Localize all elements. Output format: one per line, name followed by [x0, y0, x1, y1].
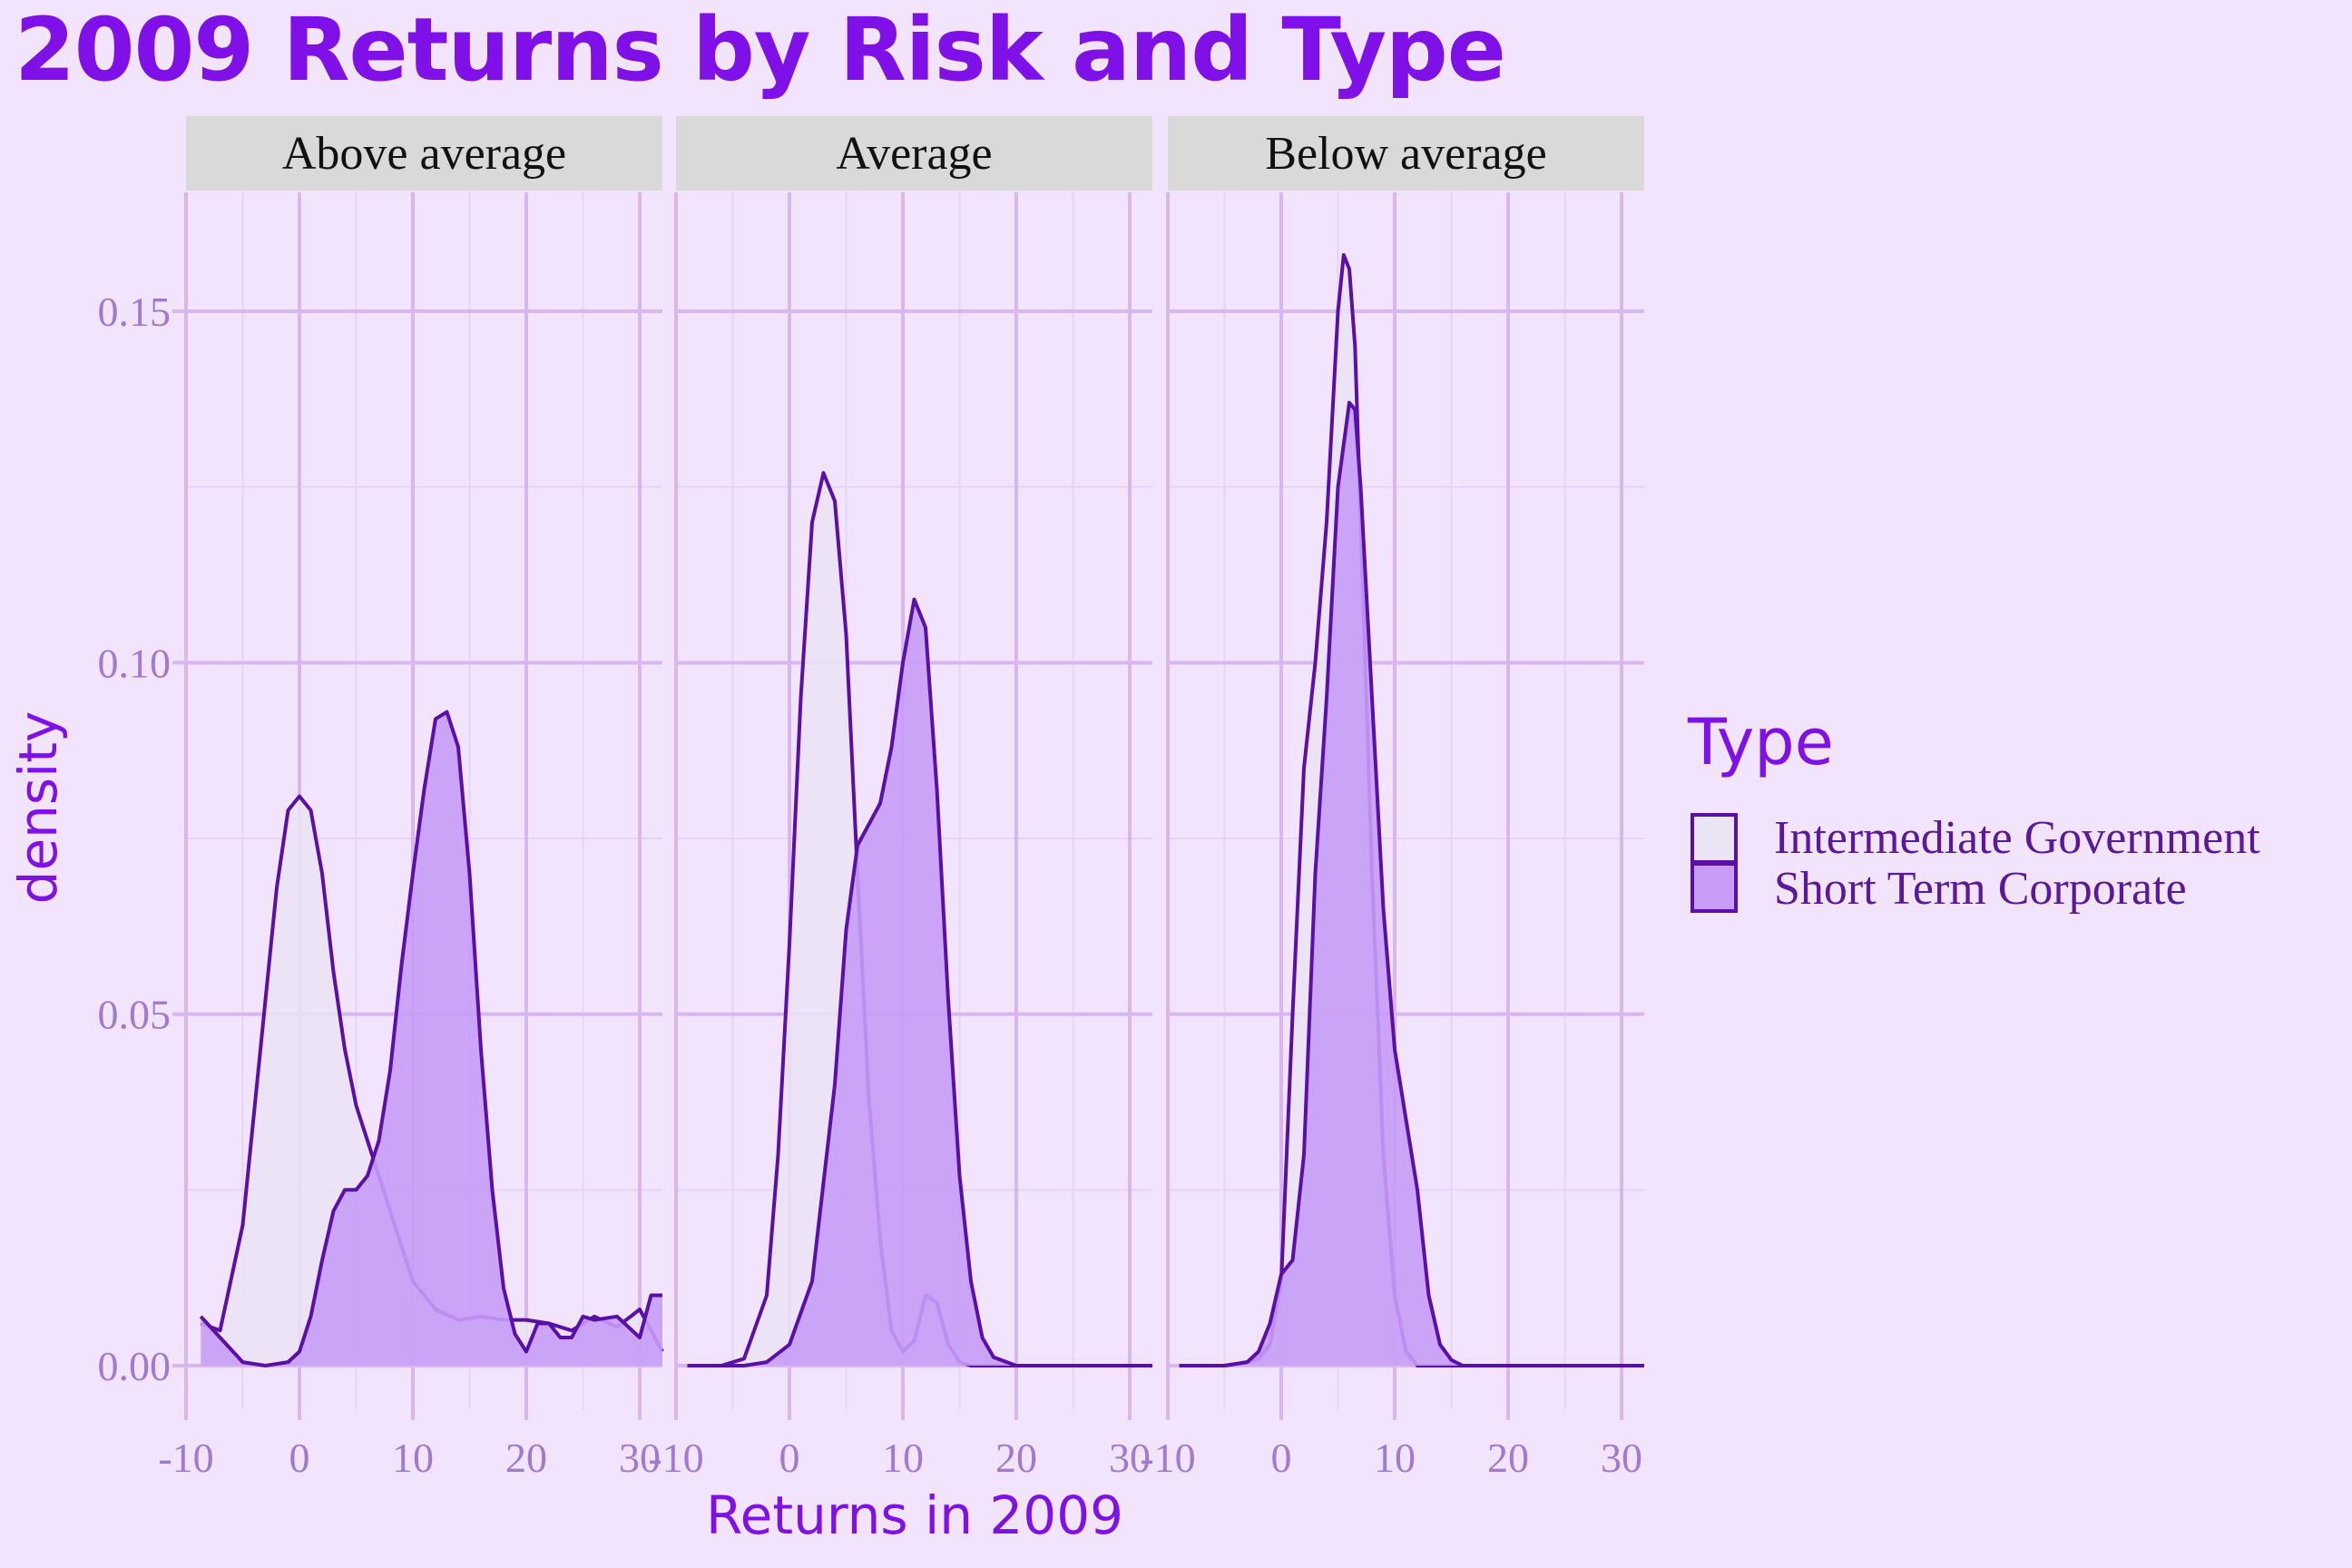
- density-area-short-term-corporate: [201, 711, 663, 1366]
- density-line-short-term-corporate: [1179, 400, 1644, 1367]
- y-tick-label: 0.00: [98, 1343, 172, 1389]
- y-axis-title: density: [7, 711, 69, 905]
- x-tick-label: 0: [289, 1435, 310, 1481]
- y-tick-label: 0.15: [98, 289, 172, 335]
- density-area-short-term-corporate: [1179, 402, 1644, 1367]
- legend-key-short-term-corporate: [1690, 862, 1738, 913]
- axes-layer: -10 0 10 20 30-10 0 10 20 30-10 0 10 20 300.000.050.…: [98, 289, 1643, 1481]
- strip-above-average: [186, 116, 662, 191]
- legend: Type Intermediate Government Short Term …: [1687, 705, 2260, 915]
- density-area-intermediate-government: [687, 473, 1152, 1366]
- x-tick-label: 20: [995, 1435, 1037, 1481]
- x-tick-label: 20: [1487, 1435, 1529, 1481]
- panel-above-average: Above average: [184, 116, 664, 1409]
- panels-layer: Above average Average Below average: [184, 116, 1644, 1409]
- x-tick-label: 10: [882, 1435, 924, 1481]
- strip-label-above-average: Above average: [282, 128, 566, 180]
- density-line-short-term-corporate: [199, 710, 662, 1367]
- chart-title: 2009 Returns by Risk and Type: [15, 0, 1506, 101]
- x-tick-label: -10: [648, 1435, 703, 1481]
- legend-key-intermediate-government: [1690, 813, 1738, 864]
- x-tick-label: 10: [1374, 1435, 1416, 1481]
- x-tick-label: 30: [1109, 1435, 1151, 1481]
- density-area-short-term-corporate: [687, 599, 1152, 1366]
- x-tick-label: 20: [505, 1435, 547, 1481]
- x-tick-label: 0: [779, 1435, 800, 1481]
- y-tick-label: 0.05: [98, 992, 172, 1038]
- strip-label-below-average: Below average: [1265, 128, 1546, 180]
- strip-below-average: [1168, 116, 1644, 191]
- y-tick-label: 0.10: [98, 640, 172, 686]
- density-area-intermediate-government: [201, 796, 663, 1366]
- x-tick-label: 0: [1271, 1435, 1292, 1481]
- legend-label-intermediate-government: Intermediate Government: [1774, 812, 2260, 864]
- density-area-intermediate-government: [1179, 255, 1644, 1366]
- strip-average: [676, 116, 1152, 191]
- x-tick-label: 30: [619, 1435, 661, 1481]
- x-tick-label: 30: [1601, 1435, 1642, 1481]
- density-line-short-term-corporate: [687, 597, 1152, 1367]
- panel-below-average: Below average: [1166, 116, 1644, 1409]
- x-tick-label: -10: [1140, 1435, 1195, 1481]
- x-axis-title: Returns in 2009: [706, 1485, 1123, 1546]
- x-tick-label: 10: [392, 1435, 434, 1481]
- panel-average: Average: [674, 116, 1152, 1409]
- x-tick-label: -10: [158, 1435, 213, 1481]
- strip-label-average: Average: [836, 128, 992, 180]
- legend-label-short-term-corporate: Short Term Corporate: [1774, 863, 2187, 915]
- legend-title: Type: [1687, 705, 1834, 779]
